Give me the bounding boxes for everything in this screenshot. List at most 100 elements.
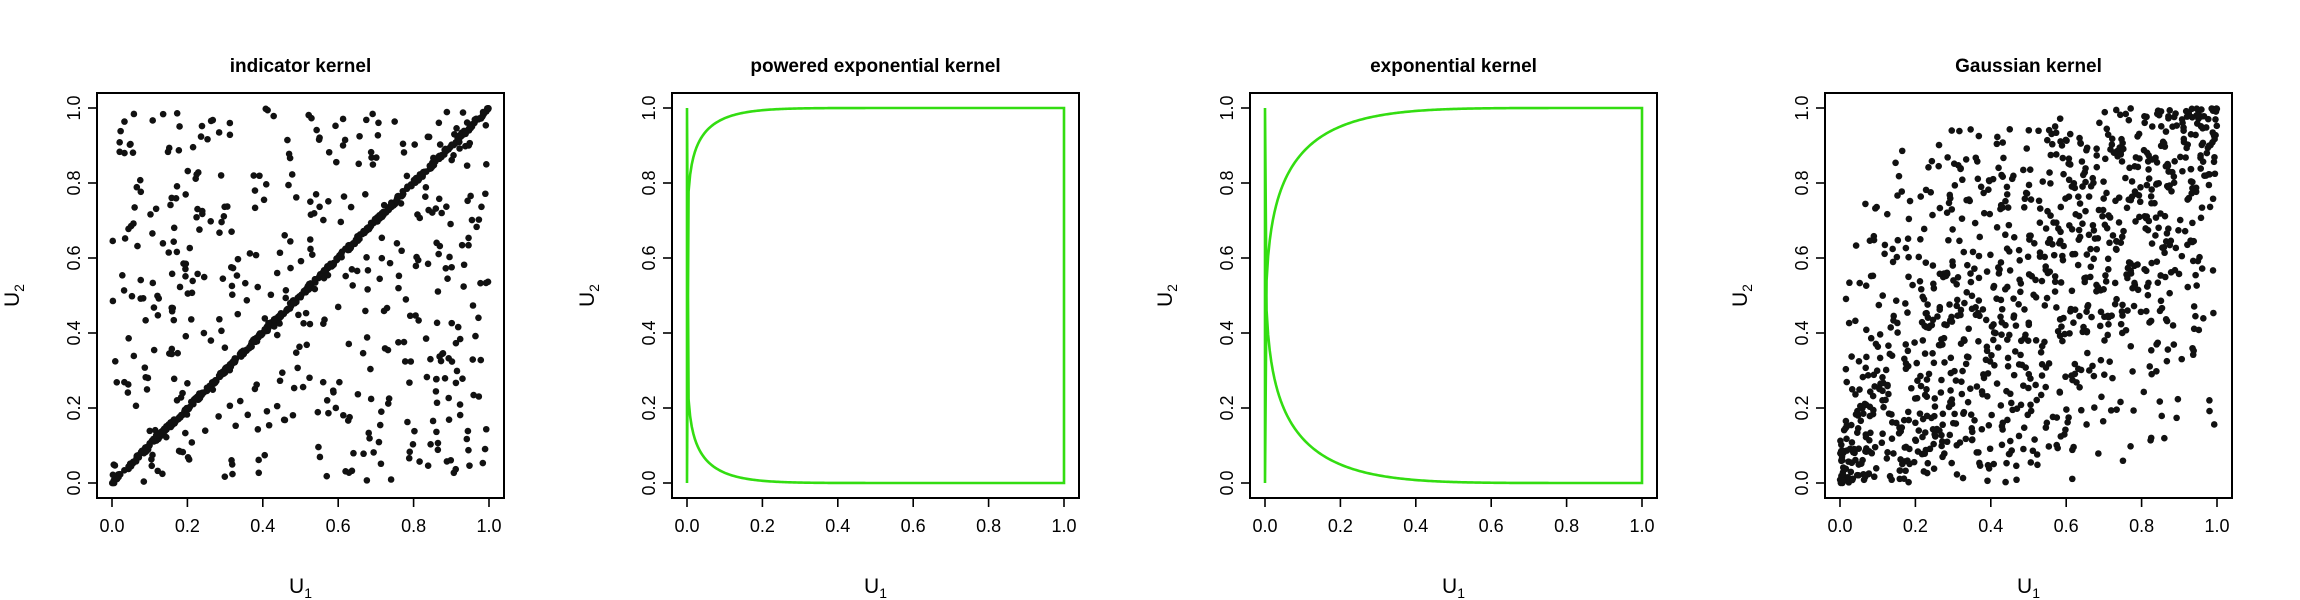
data-point <box>2096 322 2104 330</box>
data-point <box>1902 365 1910 373</box>
data-point <box>121 467 128 474</box>
data-point <box>2158 412 2166 420</box>
data-point <box>270 323 278 330</box>
data-point <box>131 204 138 211</box>
data-point <box>2006 248 2013 255</box>
data-point <box>250 172 258 179</box>
data-point <box>1964 261 1971 269</box>
data-point <box>429 417 437 425</box>
data-point <box>2027 401 2034 409</box>
data-point <box>362 116 370 124</box>
data-point <box>2045 126 2053 134</box>
data-point <box>2131 279 2138 287</box>
data-point <box>262 181 270 188</box>
data-point <box>2031 436 2038 443</box>
data-point <box>481 445 489 453</box>
data-point <box>1881 241 1889 249</box>
x-tick-label: 0.4 <box>1403 516 1428 536</box>
data-point <box>1953 280 1960 288</box>
data-point <box>452 465 460 473</box>
data-point <box>1916 278 1924 285</box>
data-point <box>1995 164 2002 172</box>
data-point <box>289 300 297 307</box>
data-point <box>1948 459 1955 467</box>
data-point <box>435 195 443 203</box>
data-point <box>2023 190 2031 197</box>
data-point <box>2004 362 2012 370</box>
data-point <box>2020 424 2028 431</box>
data-point <box>2142 225 2149 232</box>
data-point <box>2148 199 2155 207</box>
data-point <box>2043 294 2051 302</box>
data-point <box>306 236 314 243</box>
data-point <box>2099 417 2107 425</box>
x-tick-label: 0.0 <box>99 516 124 536</box>
data-point <box>2003 191 2011 198</box>
data-point <box>2075 236 2083 243</box>
data-point <box>1967 385 1974 392</box>
data-point <box>433 375 440 383</box>
data-point <box>391 118 398 125</box>
data-point <box>244 411 252 419</box>
data-point <box>2100 178 2107 185</box>
data-point <box>2167 237 2175 245</box>
data-point <box>2182 154 2189 161</box>
data-point <box>1904 235 1912 243</box>
data-point <box>1923 393 1931 401</box>
data-point <box>1920 225 1928 233</box>
data-point <box>137 188 145 196</box>
data-point <box>1880 403 1887 411</box>
data-point <box>2146 319 2153 326</box>
data-point <box>127 140 134 148</box>
data-point <box>384 346 392 354</box>
data-point <box>1895 172 1903 180</box>
data-point <box>1881 250 1888 258</box>
data-point <box>264 106 271 114</box>
data-point <box>130 110 138 118</box>
data-point <box>1983 268 1991 275</box>
data-point <box>1850 445 1858 453</box>
data-point <box>1997 201 2005 209</box>
data-point <box>273 402 281 410</box>
data-point <box>2070 319 2077 326</box>
data-point <box>1948 127 1956 134</box>
data-point <box>2209 139 2216 146</box>
data-point <box>159 470 166 478</box>
data-point <box>1958 378 1965 386</box>
data-point <box>1914 448 1922 455</box>
plot-frame <box>1249 92 1658 499</box>
data-point <box>1931 403 1939 410</box>
data-point <box>2054 327 2062 335</box>
x-tick-label: 1.0 <box>2204 516 2229 536</box>
data-point <box>2153 341 2160 348</box>
data-point <box>2200 315 2207 322</box>
data-point <box>452 339 460 347</box>
data-point <box>2019 166 2027 174</box>
data-point <box>146 427 154 435</box>
data-point <box>377 460 385 468</box>
data-point <box>159 240 167 247</box>
data-point <box>2087 245 2094 253</box>
data-point <box>276 377 284 385</box>
data-point <box>2098 393 2105 401</box>
data-point <box>1950 160 1958 168</box>
data-point <box>473 223 480 231</box>
data-point <box>1863 445 1870 452</box>
data-point <box>333 255 340 262</box>
data-point <box>1953 471 1961 478</box>
data-point <box>2104 255 2112 263</box>
data-point <box>2136 213 2143 221</box>
data-point <box>2127 442 2134 450</box>
data-point <box>2102 278 2110 285</box>
x-tick-label: 0.0 <box>1827 516 1852 536</box>
data-point <box>2027 407 2035 415</box>
data-point <box>2153 258 2161 265</box>
data-point <box>2209 195 2217 203</box>
data-point <box>1905 253 1912 261</box>
data-point <box>312 191 320 198</box>
data-point <box>292 349 300 357</box>
data-point <box>2116 111 2124 119</box>
data-point <box>465 241 472 249</box>
data-point <box>2137 183 2144 191</box>
data-point <box>241 279 249 287</box>
